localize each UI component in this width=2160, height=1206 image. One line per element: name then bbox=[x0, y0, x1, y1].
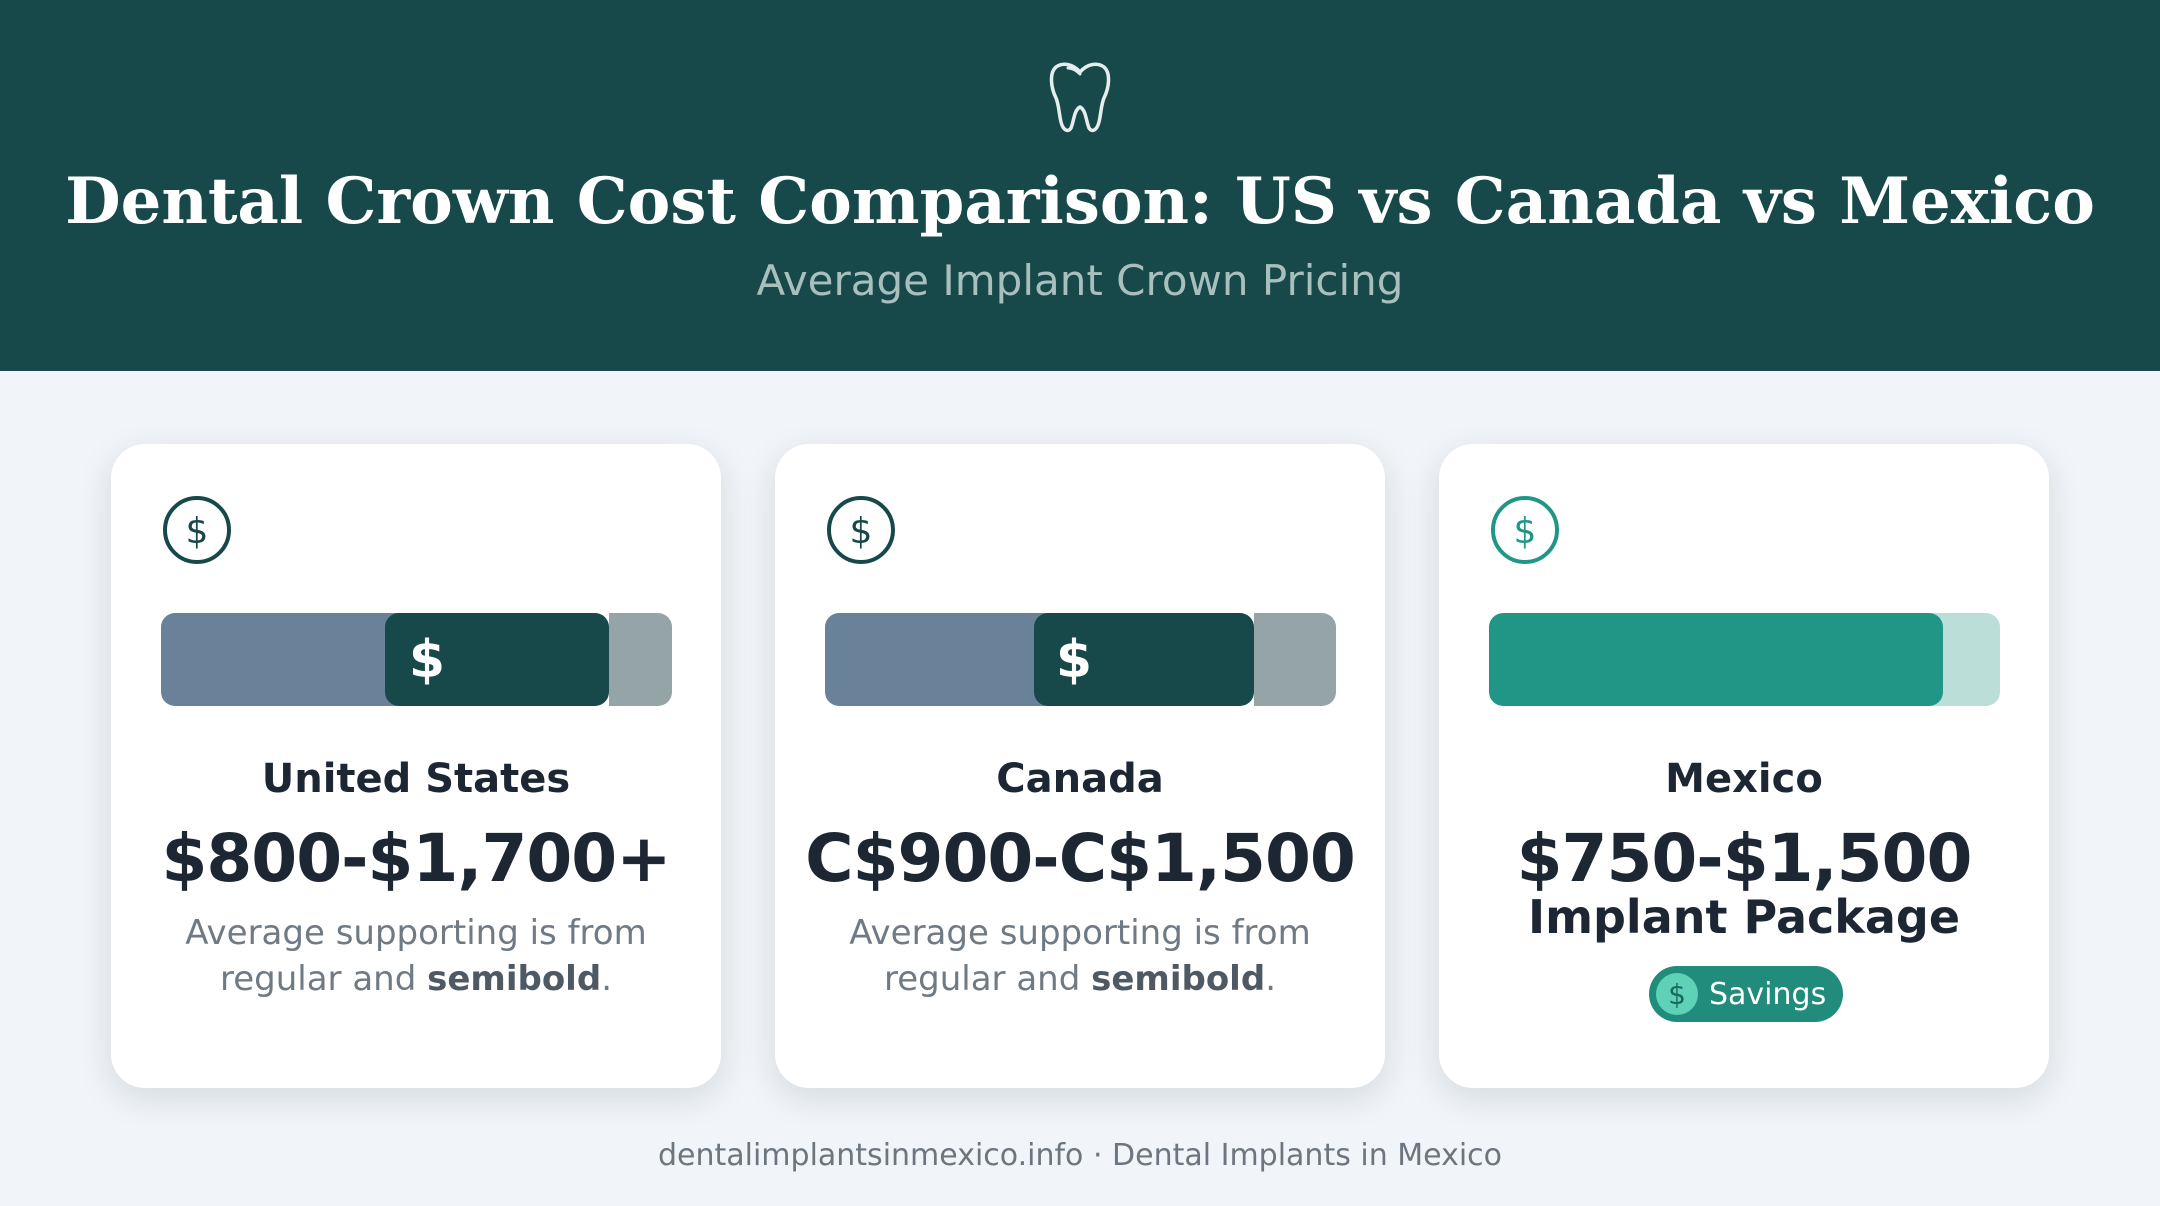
svg-text:$: $ bbox=[1668, 978, 1686, 1011]
description-line-1: Average supporting is from bbox=[849, 913, 1311, 953]
cost-bar-high-segment bbox=[1254, 613, 1336, 706]
description-line-2-suffix: . bbox=[1265, 959, 1276, 999]
cost-bar: $ bbox=[825, 613, 1336, 706]
header-banner: Dental Crown Cost Comparison: US vs Cana… bbox=[0, 0, 2160, 371]
country-name: United States bbox=[261, 756, 571, 802]
cost-bar-fill bbox=[1489, 613, 1943, 706]
dollar-circle-icon: $ bbox=[827, 496, 895, 564]
card-description: Average supporting is from regular and s… bbox=[111, 910, 721, 1002]
description-line-1: Average supporting is from bbox=[185, 913, 647, 953]
card-mexico: $ Mexico $750-$1,500 Implant Package $ S… bbox=[1439, 444, 2049, 1088]
description-line-2-prefix: regular and bbox=[219, 959, 428, 999]
svg-text:$: $ bbox=[186, 511, 209, 552]
footer-text: dentalimplantsinmexico.info · Dental Imp… bbox=[657, 1138, 1503, 1173]
savings-badge-label: Savings bbox=[1709, 976, 1827, 1012]
description-line-2-suffix: . bbox=[601, 959, 612, 999]
cost-bar-range-segment bbox=[385, 613, 609, 706]
price-range: $750-$1,500 bbox=[1516, 820, 1973, 897]
package-label: Implant Package bbox=[1527, 890, 1961, 944]
tooth-icon bbox=[1049, 62, 1111, 133]
cost-bar bbox=[1489, 613, 2000, 706]
cost-bar-low-segment bbox=[825, 613, 1051, 706]
dollar-circle-icon: $ bbox=[163, 496, 231, 564]
cost-bar-symbol: $ bbox=[408, 629, 446, 690]
cost-bar: $ bbox=[161, 613, 672, 706]
cost-bar-symbol: $ bbox=[1055, 629, 1093, 690]
description-line-2-prefix: regular and bbox=[883, 959, 1092, 999]
description-bold: semibold bbox=[1091, 959, 1266, 999]
cost-bar-high-segment bbox=[609, 613, 672, 706]
dollar-circle-icon: $ bbox=[1491, 496, 1559, 564]
price-range: C$900-C$1,500 bbox=[805, 820, 1356, 897]
dollar-circle-icon: $ bbox=[1656, 973, 1698, 1015]
svg-text:$: $ bbox=[850, 511, 873, 552]
page-title: Dental Crown Cost Comparison: US vs Cana… bbox=[65, 164, 2095, 239]
cost-bar-range-segment bbox=[1034, 613, 1254, 706]
page-subtitle: Average Implant Crown Pricing bbox=[756, 256, 1404, 305]
description-bold: semibold bbox=[427, 959, 602, 999]
country-name: Mexico bbox=[1665, 756, 1823, 802]
cost-bar-low-segment bbox=[161, 613, 401, 706]
country-name: Canada bbox=[996, 756, 1164, 802]
price-range: $800-$1,700+ bbox=[161, 820, 671, 897]
svg-text:$: $ bbox=[1514, 511, 1537, 552]
card-united-states: $ $ United States $800-$1,700+ Average s… bbox=[111, 444, 721, 1088]
card-description: Average supporting is from regular and s… bbox=[775, 910, 1385, 1002]
card-canada: $ $ Canada C$900-C$1,500 Average support… bbox=[775, 444, 1385, 1088]
savings-badge: $ Savings bbox=[1649, 966, 1843, 1022]
